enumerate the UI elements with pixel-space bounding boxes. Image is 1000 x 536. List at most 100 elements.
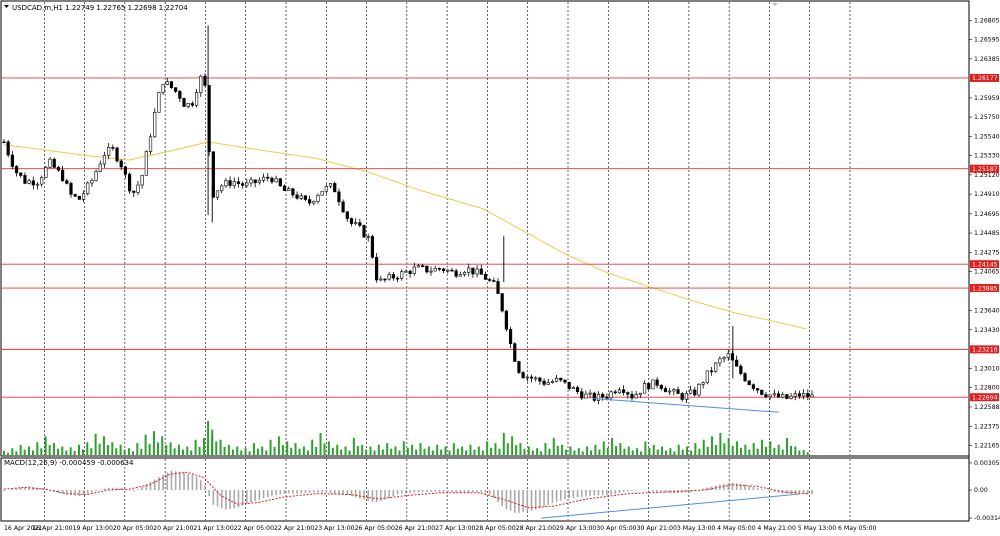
macd-tick-label: -0.003143 — [974, 515, 1000, 522]
bull-candle — [44, 166, 48, 178]
volume-bar — [11, 448, 14, 455]
bull-candle — [366, 236, 370, 238]
price-tick-label: 1.24275 — [974, 249, 1000, 256]
bull-candle — [714, 362, 718, 372]
volume-bar — [411, 444, 414, 455]
volume-bar — [373, 450, 376, 455]
bear-candle — [295, 194, 299, 199]
time-tick-label: 30 Apr 21:00 — [637, 525, 677, 532]
main-panel-frame — [0, 0, 970, 457]
shift-marker-icon[interactable] — [772, 3, 778, 6]
bear-candle — [395, 277, 400, 280]
bear-candle — [680, 393, 684, 400]
volume-bar — [290, 447, 293, 455]
bull-candle — [688, 389, 693, 394]
bear-candle — [563, 379, 567, 383]
price-tick-label: 1.22375 — [974, 423, 1000, 430]
bear-candle — [508, 328, 513, 345]
trendlines[interactable] — [541, 398, 800, 519]
bear-candle — [61, 169, 65, 182]
volume-bar — [456, 448, 459, 455]
bull-candle — [287, 188, 291, 192]
bear-candle — [132, 190, 136, 193]
level-label-bg — [970, 73, 999, 82]
volume-bar — [602, 441, 605, 455]
volume-bar — [227, 444, 230, 455]
bull-candle — [672, 389, 676, 392]
volume-bar — [302, 446, 305, 455]
volume-bar — [194, 439, 197, 455]
time-tick-label: 16 Apr 2021 — [4, 525, 42, 532]
volume-bar — [586, 446, 589, 455]
volume-bar — [606, 447, 609, 455]
bull-candle — [534, 377, 538, 380]
bull-candle — [387, 274, 391, 280]
bear-candle — [479, 268, 483, 275]
horizontal-levels[interactable]: 1.26177 1.25187 1.24145 1.23885 1.23216 1.226… — [1, 73, 999, 402]
price-tick-label: 1.22588 — [974, 404, 1000, 411]
time-tick-label: 30 Apr 05:00 — [596, 525, 636, 532]
volume-bar — [423, 448, 426, 455]
volume-bar — [552, 438, 555, 455]
bear-candle — [370, 236, 375, 258]
volume-bar — [481, 450, 484, 455]
bear-candle — [6, 141, 10, 156]
volume-bar — [352, 438, 355, 455]
volume-bar — [111, 442, 114, 455]
bear-candle — [291, 188, 295, 196]
price-axis-ticks: 1.26805 1.26595 1.26385 1.25959 1.25750 1.255… — [969, 17, 1000, 450]
bull-candle — [651, 379, 655, 390]
bear-candle — [178, 91, 182, 99]
bull-candle — [404, 270, 408, 273]
volume-bar — [119, 444, 122, 455]
bear-candle — [14, 166, 19, 174]
volume-bar — [661, 446, 664, 455]
bear-candle — [77, 195, 81, 200]
volume-bar — [394, 446, 397, 455]
bear-candle — [743, 373, 747, 382]
volume-bar — [627, 446, 630, 455]
volume-bar — [356, 446, 359, 455]
bull-candle — [232, 181, 236, 186]
bear-candle — [69, 183, 73, 195]
bull-candle — [199, 75, 203, 93]
volume-bar — [419, 443, 422, 455]
volume-bar — [486, 441, 489, 455]
bear-candle — [580, 391, 584, 399]
chart-menu-arrow-icon[interactable] — [4, 5, 9, 8]
time-tick-label: 26 Apr 21:00 — [395, 525, 435, 532]
bull-candle — [475, 268, 479, 275]
bear-candle — [504, 310, 508, 330]
volume-bar — [173, 448, 176, 455]
bull-candle — [596, 393, 601, 401]
bear-candle — [56, 167, 61, 171]
time-tick-label: 21 Apr 13:00 — [193, 525, 233, 532]
volume-bars — [3, 421, 809, 455]
bear-candle — [111, 146, 115, 149]
bull-candle — [86, 182, 90, 194]
bull-candle — [157, 92, 161, 113]
macd-label: MACD(12,26,9) -0.000459 -0.000634 — [4, 459, 134, 467]
bear-candle — [391, 274, 395, 279]
time-tick-label: 28 Apr 05:00 — [475, 525, 515, 532]
bear-candle — [776, 393, 781, 398]
volume-bar — [452, 443, 455, 455]
bear-candle — [115, 147, 119, 162]
volume-bar — [594, 444, 597, 455]
bear-candle — [542, 380, 546, 385]
bear-candle — [266, 176, 270, 179]
volume-bar — [23, 449, 26, 455]
bull-candle — [94, 171, 98, 181]
volume-bar — [48, 445, 51, 455]
price-support-trendline — [593, 398, 779, 413]
volume-bar — [256, 448, 259, 455]
volume-bar — [515, 445, 518, 455]
bear-candle — [211, 151, 215, 198]
bull-candle — [802, 393, 806, 397]
time-tick-label: 22 Apr 21:00 — [274, 525, 314, 532]
bear-candle — [450, 269, 454, 272]
volume-bar — [273, 446, 276, 455]
time-tick-label: 19 Apr 13:00 — [73, 525, 113, 532]
bear-candle — [659, 385, 663, 389]
